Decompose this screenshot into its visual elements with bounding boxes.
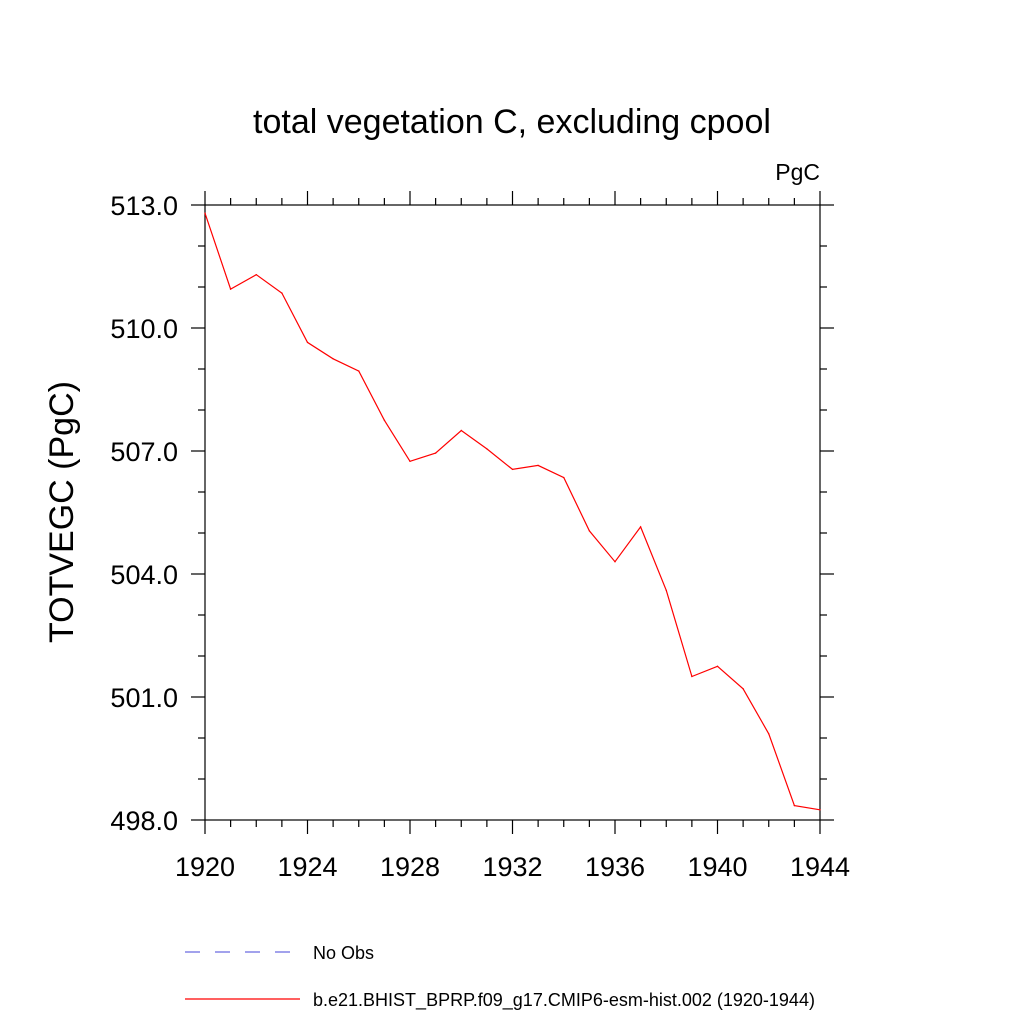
x-tick-label: 1940 [687, 852, 747, 882]
data-point [255, 274, 257, 276]
y-axis-label: TOTVEGC (PgC) [43, 381, 81, 643]
series-layer [204, 212, 821, 811]
data-point [537, 464, 539, 467]
data-point [716, 665, 719, 667]
x-tick-label: 1924 [277, 852, 337, 882]
data-point [793, 804, 796, 807]
data-point [204, 212, 206, 214]
y-axis-ticks: 498.0 501.0 504.0 507.0 510.0 513.0 [110, 191, 834, 836]
data-point [742, 688, 744, 690]
x-tick-label: 1944 [790, 852, 850, 882]
y-tick-label: 510.0 [110, 314, 178, 344]
data-point [332, 358, 334, 360]
data-point [383, 419, 386, 421]
x-tick-label: 1932 [482, 852, 542, 882]
x-tick-label: 1920 [175, 852, 235, 882]
y-tick-label: 504.0 [110, 560, 178, 590]
data-point [229, 288, 232, 290]
data-point [614, 561, 616, 563]
data-point [434, 452, 437, 454]
legend: No Obs b.e21.BHIST_BPRP.f09_g17.CMIP6-es… [185, 943, 815, 1011]
data-point [639, 526, 642, 528]
data-point [486, 448, 488, 450]
data-point [588, 530, 591, 532]
y-tick-label: 498.0 [110, 806, 178, 836]
data-point [306, 341, 309, 344]
x-tick-label: 1936 [585, 852, 645, 882]
data-point [511, 468, 514, 471]
data-point [409, 460, 411, 462]
legend-label-model: b.e21.BHIST_BPRP.f09_g17.CMIP6-esm-hist.… [313, 990, 815, 1011]
data-point [563, 476, 565, 479]
data-point [665, 589, 667, 592]
y-tick-label: 507.0 [110, 437, 178, 467]
y-tick-label: 513.0 [110, 191, 178, 221]
legend-label-no-obs: No Obs [313, 943, 374, 963]
x-axis-ticks: 1920 1924 1928 1932 1936 1940 1944 [175, 191, 850, 882]
data-point [768, 733, 770, 735]
data-point [281, 292, 283, 294]
data-point [819, 809, 821, 811]
y-tick-label: 501.0 [110, 683, 178, 713]
x-tick-label: 1928 [380, 852, 440, 882]
chart-title: total vegetation C, excluding cpool [253, 103, 771, 141]
data-point [460, 429, 462, 432]
data-point [358, 370, 360, 372]
plot-frame [204, 204, 821, 821]
series-line [204, 213, 821, 811]
units-label: PgC [775, 159, 820, 185]
data-point [691, 675, 693, 678]
